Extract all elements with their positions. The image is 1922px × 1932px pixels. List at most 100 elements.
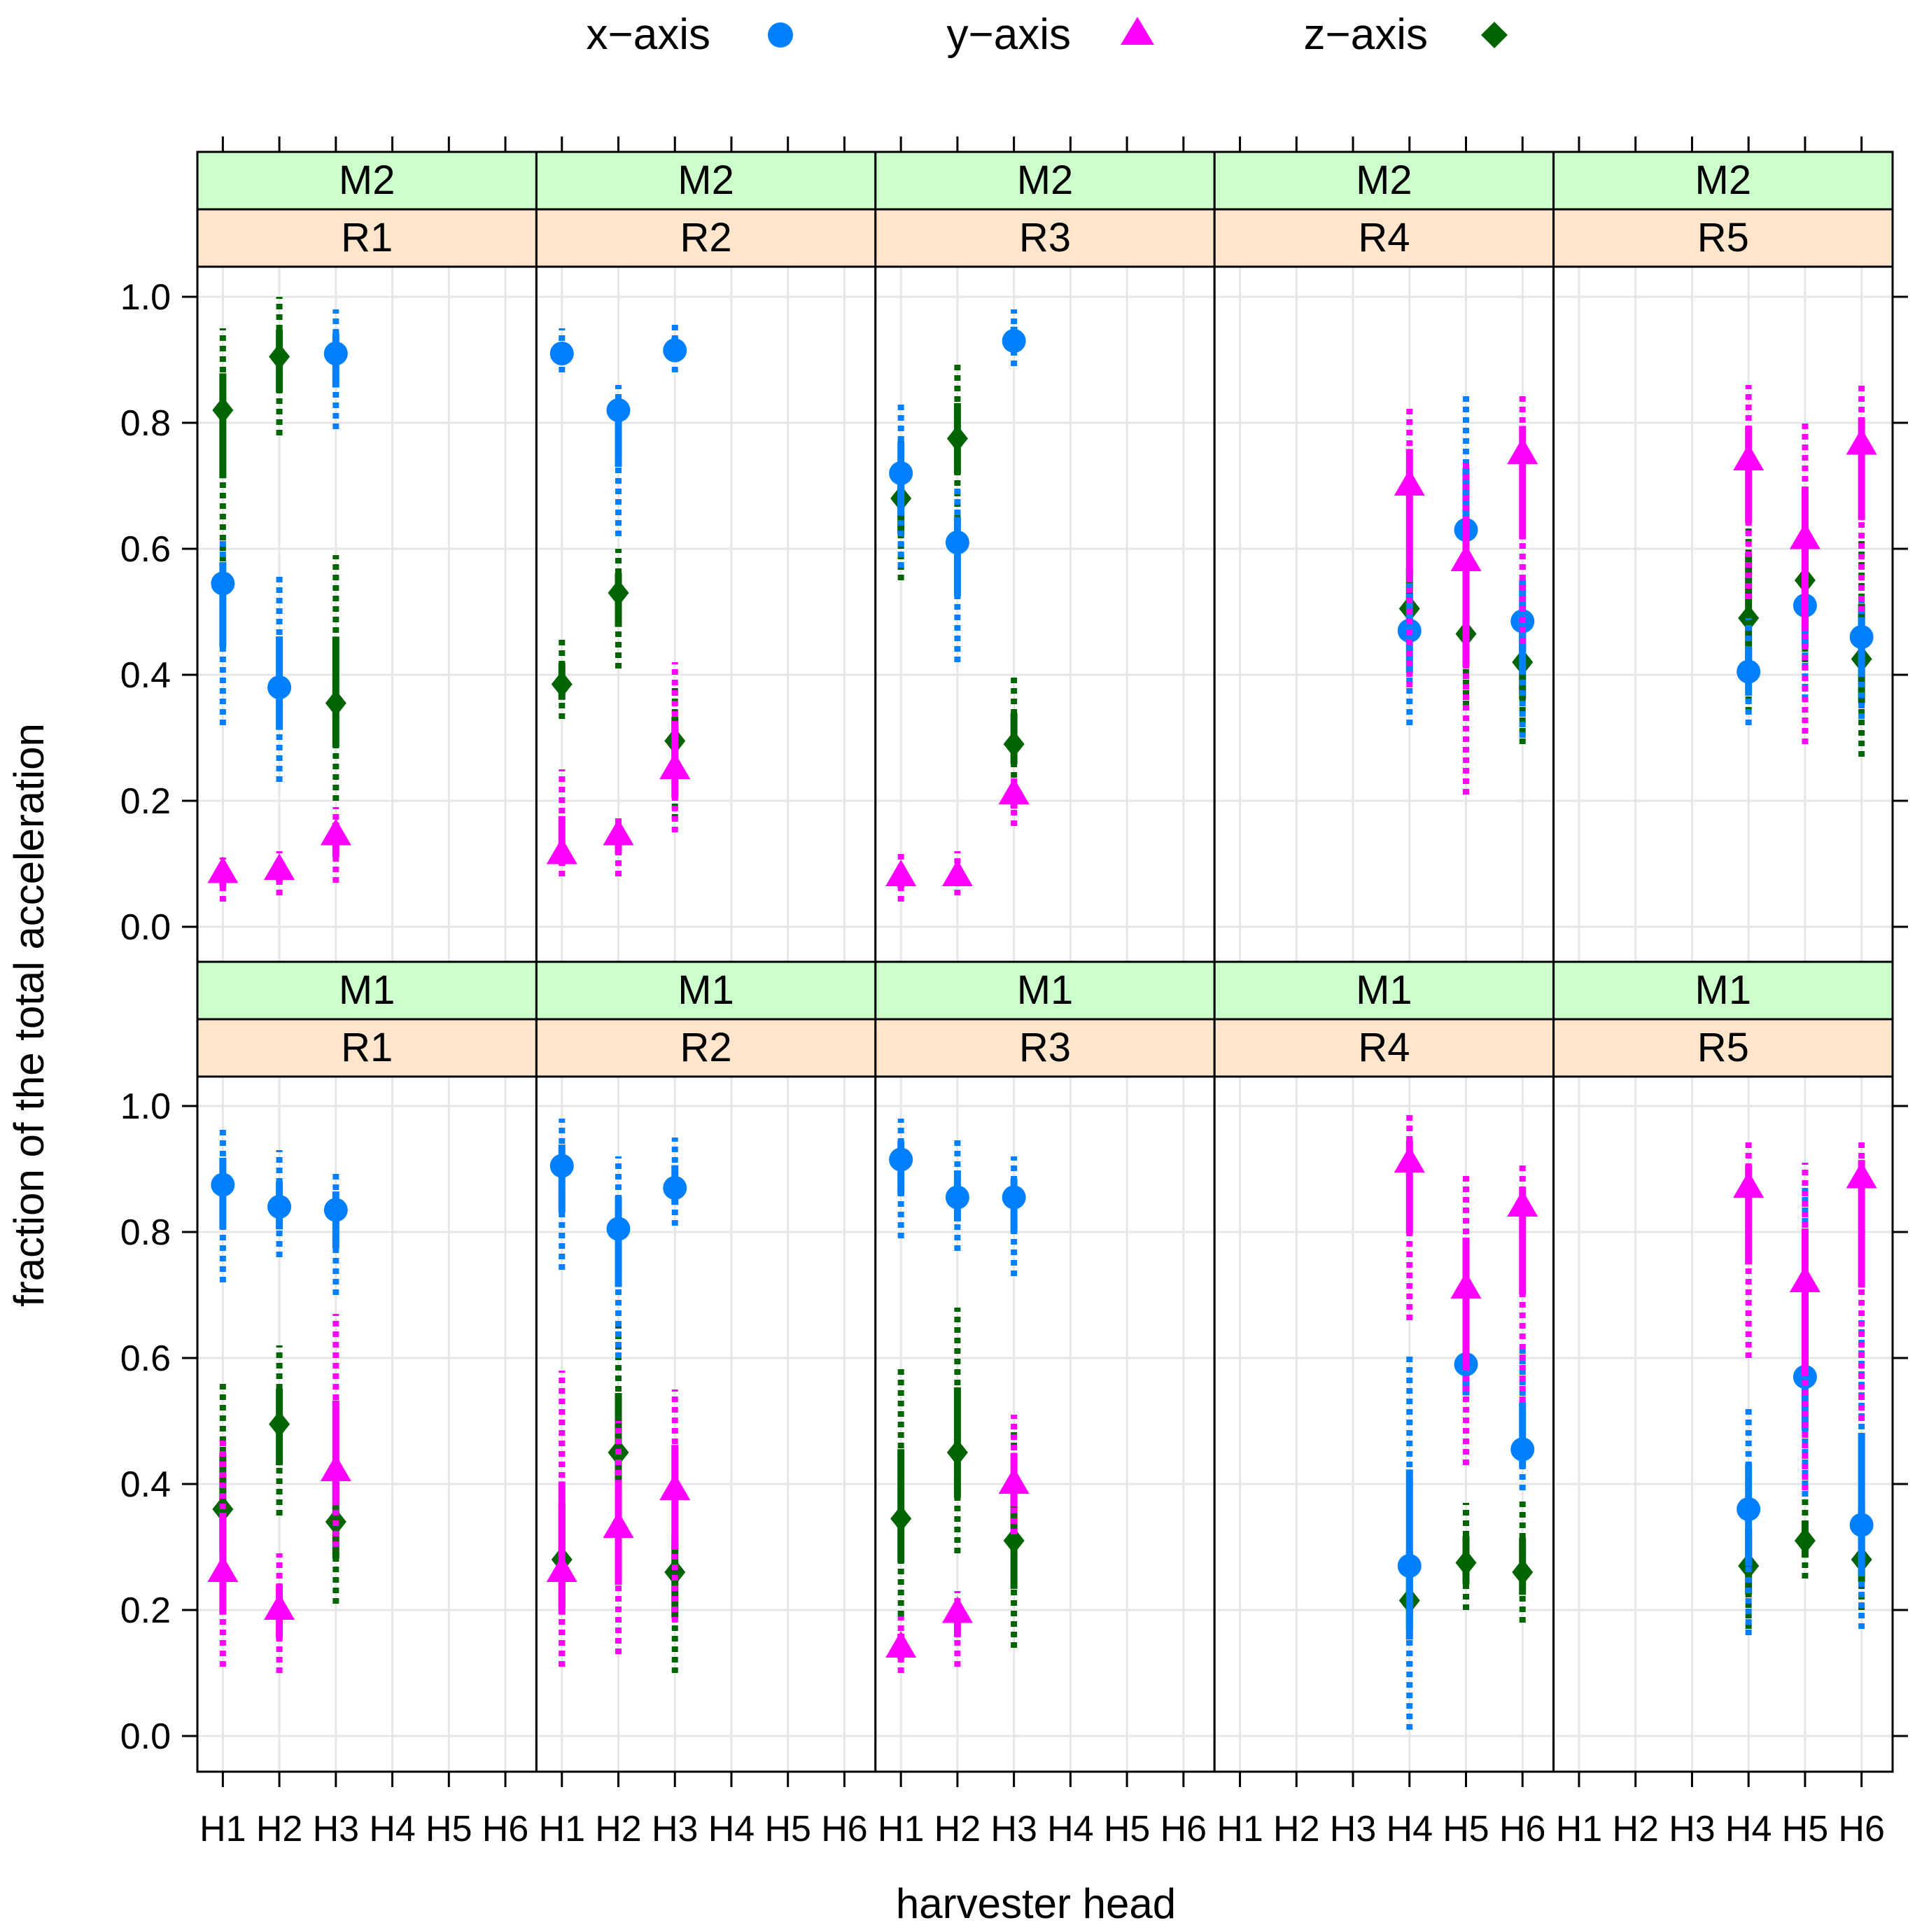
point-y-axis-h6 bbox=[1507, 438, 1538, 464]
x-tick-label: H3 bbox=[1330, 1809, 1376, 1849]
plot-area bbox=[197, 267, 537, 962]
point-x-axis-h4 bbox=[1737, 659, 1761, 684]
plot-area bbox=[875, 1077, 1215, 1772]
x-tick-label: H4 bbox=[1725, 1809, 1772, 1849]
gridlines bbox=[536, 267, 876, 962]
x-tick-label: H5 bbox=[1782, 1809, 1828, 1849]
point-y-axis-h4 bbox=[1733, 444, 1765, 470]
legend-marker-x bbox=[768, 22, 793, 48]
point-y-axis-h6 bbox=[1846, 1161, 1877, 1189]
legend-label-y: y−axis bbox=[947, 10, 1071, 59]
point-y-axis-h5 bbox=[1789, 1266, 1821, 1292]
point-y-axis-h4 bbox=[1394, 1146, 1425, 1172]
x-tick-label: H4 bbox=[369, 1809, 415, 1849]
point-x-axis-h2 bbox=[267, 1195, 292, 1219]
point-x-axis-h1 bbox=[889, 461, 913, 485]
plot-area bbox=[875, 267, 1215, 962]
point-x-axis-h2 bbox=[606, 1217, 631, 1241]
y-tick-label: 0.6 bbox=[120, 529, 171, 570]
strip-machine bbox=[1213, 960, 1555, 1021]
point-x-axis-h2 bbox=[945, 531, 969, 554]
strip-machine bbox=[874, 150, 1216, 211]
y-axis-title: fraction of the total acceleration bbox=[6, 723, 52, 1307]
x-tick-label: H3 bbox=[313, 1809, 359, 1849]
point-x-axis-h1 bbox=[211, 1172, 235, 1197]
x-tick-label: H3 bbox=[1669, 1809, 1715, 1849]
strip-run bbox=[196, 1018, 538, 1078]
point-x-axis-h4 bbox=[1737, 1497, 1761, 1521]
x-tick-label: H6 bbox=[482, 1809, 528, 1849]
point-z-axis-h1 bbox=[890, 1505, 912, 1532]
strip-machine-label: M1 bbox=[339, 967, 395, 1013]
point-z-axis-h2 bbox=[269, 1410, 290, 1438]
point-x-axis-h2 bbox=[945, 1185, 969, 1210]
x-tick-label: H2 bbox=[1612, 1809, 1658, 1849]
y-tick-label: 0.2 bbox=[120, 781, 171, 822]
point-y-axis-h3 bbox=[320, 818, 351, 846]
point-x-axis-h1 bbox=[549, 342, 574, 365]
x-tick-label: H6 bbox=[1838, 1809, 1884, 1849]
point-z-axis-h3 bbox=[1003, 731, 1025, 757]
point-y-axis-h3 bbox=[320, 1455, 351, 1481]
plot-area bbox=[536, 1077, 876, 1772]
strip-run-label: R3 bbox=[1019, 215, 1071, 260]
point-x-axis-h3 bbox=[663, 338, 687, 363]
point-x-axis-h2 bbox=[606, 398, 631, 422]
point-x-axis-h3 bbox=[663, 1176, 687, 1200]
y-tick-label: 0.2 bbox=[120, 1590, 171, 1631]
x-tick-label: H2 bbox=[595, 1809, 641, 1849]
strip-machine bbox=[1552, 150, 1894, 211]
point-y-axis-h2 bbox=[941, 1596, 973, 1623]
strip-run-label: R4 bbox=[1358, 1025, 1410, 1070]
x-axis: H1 H2 H3 H4 H5 H6 H1 H2 H3 H4 H5 H6 H1 H2 H3 H4 H5 H6 H1 H2… bbox=[199, 136, 1885, 1849]
point-y-axis-h2 bbox=[603, 1511, 634, 1538]
data-marks bbox=[207, 297, 351, 902]
point-x-axis-h1 bbox=[549, 1154, 574, 1178]
strip-run bbox=[874, 1018, 1216, 1078]
point-y-axis-h3 bbox=[998, 1467, 1030, 1494]
point-y-axis-h5 bbox=[1450, 1272, 1482, 1298]
point-y-axis-h4 bbox=[1733, 1171, 1765, 1198]
strip-machine bbox=[196, 150, 538, 211]
strip-run bbox=[1552, 208, 1894, 268]
point-y-axis-h6 bbox=[1846, 428, 1877, 455]
point-y-axis-h2 bbox=[264, 1593, 295, 1620]
legend-marker-y bbox=[1121, 17, 1154, 45]
point-z-axis-h1 bbox=[212, 397, 234, 424]
x-axis-title: harvester head bbox=[896, 1880, 1176, 1927]
point-y-axis-h2 bbox=[603, 818, 634, 846]
strip-run-label: R4 bbox=[1358, 215, 1410, 260]
point-x-axis-h6 bbox=[1849, 625, 1874, 649]
plot-area bbox=[1214, 267, 1554, 962]
gridlines bbox=[1553, 267, 1893, 962]
x-tick-label: H6 bbox=[821, 1809, 867, 1849]
strip-machine-label: M2 bbox=[1356, 158, 1412, 203]
legend-marker-z bbox=[1481, 22, 1508, 48]
x-tick-label: H1 bbox=[199, 1809, 246, 1849]
point-z-axis-h3 bbox=[325, 690, 346, 717]
legend-label-x: x−axis bbox=[587, 10, 710, 59]
y-tick-label: 0.8 bbox=[120, 403, 171, 444]
point-x-axis-h2 bbox=[267, 676, 292, 699]
point-z-axis-h3 bbox=[664, 1559, 686, 1586]
data-marks bbox=[1394, 1112, 1538, 1730]
point-y-axis-h4 bbox=[1394, 469, 1425, 496]
x-tick-label: H1 bbox=[1556, 1809, 1602, 1849]
plot-area bbox=[536, 267, 876, 962]
data-marks bbox=[885, 1119, 1030, 1673]
point-z-axis-h1 bbox=[551, 671, 573, 698]
strip-run-label: R2 bbox=[680, 1025, 732, 1070]
plot-area bbox=[1214, 1077, 1554, 1772]
x-tick-label: H2 bbox=[256, 1809, 302, 1849]
x-tick-label: H2 bbox=[934, 1809, 981, 1849]
point-y-axis-h1 bbox=[546, 1555, 577, 1582]
data-marks bbox=[546, 1119, 691, 1673]
strip-machine-label: M1 bbox=[1017, 967, 1074, 1013]
x-tick-label: H6 bbox=[1499, 1809, 1545, 1849]
panel-border bbox=[1552, 1075, 1894, 1773]
x-tick-label: H5 bbox=[764, 1809, 811, 1849]
point-z-axis-h2 bbox=[608, 580, 629, 606]
